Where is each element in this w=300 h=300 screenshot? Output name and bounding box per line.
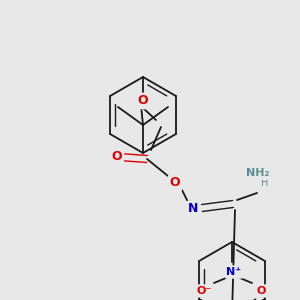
Text: O⁻: O⁻ <box>196 286 211 296</box>
Text: O: O <box>138 94 148 107</box>
Text: H: H <box>261 178 269 188</box>
Text: O: O <box>256 286 266 296</box>
Text: N⁺: N⁺ <box>226 267 242 277</box>
Text: O: O <box>112 151 122 164</box>
Text: NH₂: NH₂ <box>246 168 270 178</box>
Text: O: O <box>170 176 180 190</box>
Text: N: N <box>188 202 198 215</box>
